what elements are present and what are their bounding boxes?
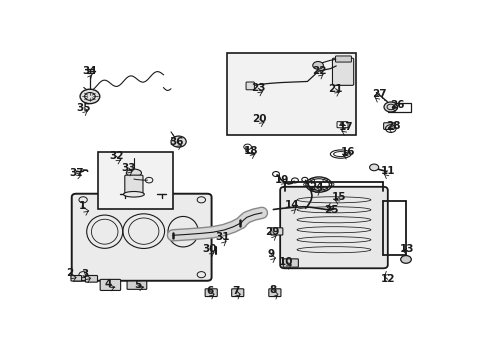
Bar (387, 103, 410, 112)
Text: 4: 4 (104, 279, 112, 289)
Text: 22: 22 (312, 66, 326, 76)
Text: 2: 2 (66, 268, 74, 278)
FancyBboxPatch shape (245, 82, 254, 90)
FancyBboxPatch shape (332, 58, 353, 85)
Circle shape (80, 89, 100, 104)
Text: 7: 7 (232, 286, 240, 296)
Text: 36: 36 (169, 137, 183, 147)
FancyBboxPatch shape (71, 275, 81, 281)
Circle shape (400, 256, 410, 263)
Text: 13: 13 (399, 244, 413, 254)
Circle shape (312, 62, 323, 69)
FancyBboxPatch shape (335, 56, 351, 62)
Text: 27: 27 (371, 89, 386, 99)
Circle shape (383, 102, 397, 112)
Bar (226, 53, 355, 135)
Text: 26: 26 (389, 100, 403, 110)
Text: 12: 12 (380, 274, 394, 284)
Text: 16: 16 (340, 147, 354, 157)
Text: 32: 32 (109, 151, 123, 161)
FancyBboxPatch shape (268, 289, 280, 297)
Text: 3: 3 (81, 269, 88, 279)
FancyBboxPatch shape (127, 281, 146, 289)
FancyBboxPatch shape (124, 175, 142, 194)
FancyBboxPatch shape (205, 289, 217, 297)
FancyBboxPatch shape (280, 187, 387, 268)
Text: 11: 11 (380, 166, 394, 176)
Text: 25: 25 (324, 205, 338, 215)
Text: 35: 35 (77, 103, 91, 113)
Text: 10: 10 (279, 257, 293, 267)
Ellipse shape (123, 192, 144, 197)
FancyBboxPatch shape (100, 279, 121, 291)
Text: 6: 6 (206, 286, 213, 296)
Text: 15: 15 (331, 192, 346, 202)
Text: 17: 17 (338, 122, 353, 132)
Text: 24: 24 (308, 183, 323, 192)
Bar (98, 152, 173, 209)
Text: 33: 33 (121, 163, 136, 173)
FancyBboxPatch shape (72, 194, 211, 281)
Text: 23: 23 (250, 83, 265, 93)
Text: 21: 21 (327, 84, 342, 94)
Text: 29: 29 (265, 227, 279, 237)
Circle shape (171, 136, 186, 147)
Text: 5: 5 (134, 280, 141, 290)
Text: 14: 14 (285, 201, 299, 210)
Text: 19: 19 (274, 175, 288, 185)
Text: 37: 37 (69, 168, 83, 178)
Text: 20: 20 (252, 114, 266, 124)
FancyBboxPatch shape (270, 228, 282, 235)
FancyBboxPatch shape (231, 289, 244, 297)
Text: 31: 31 (215, 232, 229, 242)
Text: 9: 9 (267, 249, 274, 260)
Text: 28: 28 (385, 121, 400, 131)
Text: 30: 30 (202, 244, 217, 254)
FancyBboxPatch shape (283, 259, 298, 267)
FancyBboxPatch shape (85, 275, 97, 282)
Text: 1: 1 (78, 201, 85, 211)
Ellipse shape (126, 169, 141, 177)
Text: 8: 8 (269, 285, 276, 294)
Circle shape (369, 164, 378, 171)
Text: 18: 18 (244, 146, 258, 156)
Text: 34: 34 (81, 66, 96, 76)
FancyBboxPatch shape (383, 123, 393, 129)
